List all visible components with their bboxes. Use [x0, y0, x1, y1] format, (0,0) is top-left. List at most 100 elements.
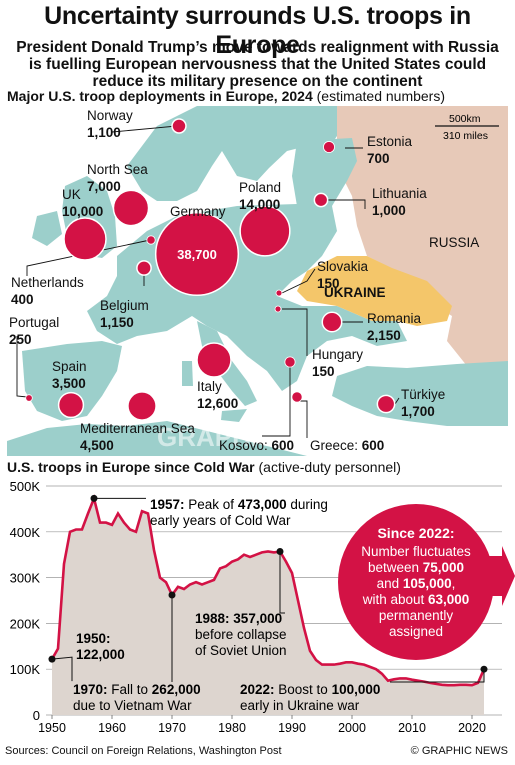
bubble-estonia	[323, 141, 335, 153]
label-name-slovakia: Slovakia	[317, 259, 369, 274]
baltics	[292, 138, 357, 206]
label-name-kosovo: Kosovo:	[219, 438, 272, 453]
label-name-greece: Greece:	[310, 438, 362, 453]
annotation-leader-1988	[279, 551, 285, 614]
callout-line-4: permanently	[379, 608, 454, 623]
annotation-point-1957	[90, 494, 98, 502]
label-name-norway: Norway	[87, 108, 133, 123]
chart-heading-title: U.S. troops in Europe since Cold War	[7, 459, 255, 475]
label-name-north-sea: North Sea	[87, 162, 148, 177]
label-value-spain: 3,500	[52, 376, 86, 391]
bubble-slovakia	[275, 289, 283, 297]
bubble-lithuania	[313, 192, 329, 208]
label-value-italy: 12,600	[197, 396, 238, 411]
label-value-mediterranean: 4,500	[80, 438, 114, 453]
chart-heading-note: (active-duty personnel)	[258, 459, 401, 475]
label-value-hungary: 150	[312, 364, 335, 379]
scale-km: 500km	[449, 113, 481, 125]
callout-circle	[338, 504, 494, 660]
annotation-point-1970	[168, 591, 176, 599]
subtitle-line-3: reduce its military presence on the cont…	[92, 73, 423, 90]
annotation-text-1970-1: due to Vietnam War	[73, 698, 192, 713]
leader-line-lithuania	[327, 199, 366, 209]
label-value-greece: 600	[362, 438, 385, 453]
leader-line-netherlands	[26, 239, 151, 276]
troop-area	[52, 498, 484, 715]
callout-arrow	[485, 546, 515, 606]
watermark: GRAPHIC NEWS	[157, 422, 362, 452]
bubble-belgium	[136, 260, 152, 276]
subtitle-line-1: President Donald Trump’s move towards re…	[16, 39, 499, 56]
label-name-lithuania: Lithuania	[372, 186, 427, 201]
label-value-north-sea: 7,000	[87, 179, 121, 194]
label-greece: Greece: 600	[310, 438, 384, 453]
leader-line-norway	[111, 125, 178, 133]
leader-line-kosovo	[262, 364, 291, 437]
x-tick-2010: 2010	[398, 721, 426, 735]
label-name-portugal: Portugal	[9, 315, 59, 330]
north-africa	[7, 421, 307, 456]
y-tick-200000: 200K	[10, 616, 41, 631]
x-tick-1970: 1970	[158, 721, 186, 735]
bubble-poland	[239, 205, 291, 257]
bubble-greece	[291, 391, 303, 403]
bubble-uk	[63, 217, 107, 261]
label-name-spain: Spain	[52, 359, 87, 374]
label-value-netherlands: 400	[11, 292, 34, 307]
annotation-text-2022-1: early in Ukraine war	[240, 698, 360, 713]
label-value-turkiye: 1,700	[401, 404, 435, 419]
ukraine-region	[297, 256, 452, 326]
callout-line-3: with about 63,000	[362, 592, 470, 607]
label-name-romania: Romania	[367, 311, 422, 326]
label-value-lithuania: 1,000	[372, 203, 406, 218]
annotation-text-1957-1: early years of Cold War	[150, 513, 291, 528]
annotation-text-1950-1: 122,000	[76, 647, 125, 662]
label-value-portugal: 250	[9, 332, 32, 347]
map-heading-note: (estimated numbers)	[316, 88, 446, 104]
map-heading-title: Major U.S. troop deployments in Europe, …	[7, 88, 313, 104]
leader-line-slovakia	[281, 268, 316, 294]
callout-line-0: Number fluctuates	[361, 544, 471, 559]
annotation-text-1988-0: 1988: 357,000	[195, 611, 282, 626]
label-name-hungary: Hungary	[312, 347, 363, 362]
bubble-mediterranean	[127, 391, 157, 421]
label-value-uk: 10,000	[62, 204, 103, 219]
annotation-text-1970-0: 1970: Fall to 262,000	[73, 682, 201, 697]
europe-map: RUSSIA UKRAINE 500km 310 miles GRAPHIC N…	[7, 106, 508, 456]
x-tick-1950: 1950	[38, 721, 66, 735]
label-value-kosovo: 600	[272, 438, 295, 453]
label-name-netherlands: Netherlands	[11, 275, 84, 290]
annotation-leader-2022	[390, 669, 485, 683]
bubble-italy	[196, 342, 232, 378]
bubble-portugal	[25, 394, 33, 402]
bubble-germany	[154, 211, 240, 297]
y-tick-100000: 100K	[10, 662, 41, 677]
x-tick-1960: 1960	[98, 721, 126, 735]
russia-region	[337, 106, 508, 376]
annotation-text-1950-0: 1950:	[76, 631, 111, 646]
label-kosovo: Kosovo: 600	[219, 438, 294, 453]
bubble-netherlands	[146, 235, 156, 245]
label-value-germany: 38,700	[177, 247, 217, 262]
annotation-point-1950	[48, 655, 56, 663]
label-value-norway: 1,100	[87, 125, 121, 140]
map-scale: 500km 310 miles	[435, 113, 499, 142]
x-tick-labels: 1950 1960 1970 1980 1990 2000 2010 2020	[38, 715, 486, 735]
annotation-leader-1950	[51, 656, 73, 682]
annotation-text-1988-2: of Soviet Union	[195, 643, 287, 658]
turkiye-land	[332, 361, 508, 426]
russia-label: RUSSIA	[429, 235, 479, 250]
leader-line-hungary	[282, 308, 308, 356]
chart-heading: U.S. troops in Europe since Cold War (ac…	[7, 459, 401, 475]
bubble-hungary	[274, 305, 282, 313]
page-subtitle: President Donald Trump’s move towards re…	[10, 39, 505, 90]
subtitle-line-2: is fuelling European nervousness that th…	[28, 56, 487, 73]
annotation-point-2022	[480, 665, 488, 673]
y-tick-500000: 500K	[10, 479, 41, 494]
sicily	[221, 409, 247, 422]
page-title: Uncertainty surrounds U.S. troops in Eur…	[44, 2, 471, 59]
ireland	[32, 211, 62, 246]
y-tick-300000: 300K	[10, 571, 41, 586]
